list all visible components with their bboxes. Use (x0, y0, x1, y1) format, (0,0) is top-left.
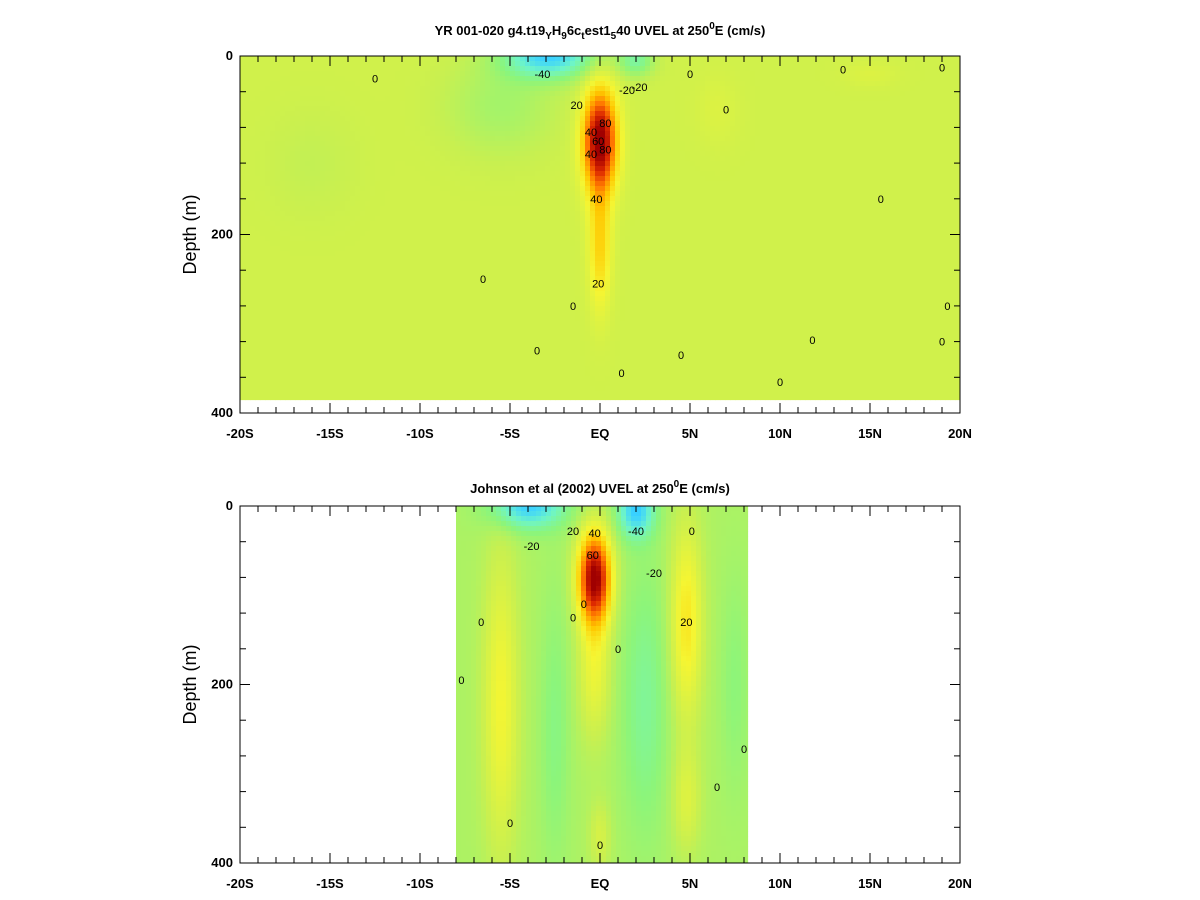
y-tick-label: 400 (211, 855, 233, 870)
contour-label: 0 (939, 63, 945, 75)
contour-label: 0 (939, 337, 945, 349)
contour-label: 60 (592, 136, 604, 148)
contour-label: 0 (615, 644, 621, 656)
x-tick-label: 20N (948, 426, 972, 441)
x-tick-label: 15N (858, 876, 882, 891)
x-tick-label: -5S (500, 426, 521, 441)
x-tick-label: EQ (591, 876, 610, 891)
contour-label: 80 (599, 145, 611, 157)
contour-label: 0 (878, 194, 884, 206)
chart-title: YR 001-020 g4.t19YH96ctest1540 UVEL at 2… (435, 21, 766, 42)
contour-label: 60 (587, 550, 599, 562)
contour-label: 20 (570, 100, 582, 112)
contour-label: 0 (777, 377, 783, 389)
x-tick-label: -5S (500, 876, 521, 891)
contour-label: 40 (585, 127, 597, 139)
contour-label: -40 (534, 69, 550, 81)
contour-label: 0 (723, 105, 729, 117)
contour-label: 80 (599, 118, 611, 130)
contour-label: 0 (570, 301, 576, 313)
contour-label: 40 (588, 528, 600, 540)
contour-label: 0 (597, 840, 603, 852)
contour-label: 0 (689, 526, 695, 538)
contour-label: 0 (840, 64, 846, 76)
y-tick-label: 200 (211, 227, 233, 242)
bottom-panel: Johnson et al (2002) UVEL at 2500E (cm/s… (180, 479, 972, 891)
x-axis: -20S -15S -10S -5S EQ 5N 10N 15N 20N (226, 506, 972, 891)
contour-label: 0 (570, 613, 576, 625)
y-tick-label: 0 (226, 498, 233, 513)
x-tick-label: -10S (406, 876, 434, 891)
y-tick-label: 0 (226, 48, 233, 63)
y-axis-label: Depth (m) (180, 194, 200, 274)
y-tick-label: 200 (211, 677, 233, 692)
contour-label: 0 (581, 599, 587, 611)
contour-label: 0 (372, 73, 378, 85)
chart-title: Johnson et al (2002) UVEL at 2500E (cm/s… (470, 479, 730, 496)
contour-label: 0 (480, 274, 486, 286)
x-tick-label: -15S (316, 426, 344, 441)
contour-label: 0 (534, 346, 540, 358)
x-tick-label: 5N (682, 426, 699, 441)
contour-label: 0 (507, 818, 513, 830)
x-tick-label: EQ (591, 426, 610, 441)
contour-label: 0 (478, 617, 484, 629)
contour-label: 20 (567, 526, 579, 538)
contour-label: 0 (458, 675, 464, 687)
contour-label: -20 (524, 541, 540, 553)
contour-label: 0 (687, 69, 693, 81)
x-tick-label: -10S (406, 426, 434, 441)
x-tick-label: -20S (226, 426, 254, 441)
contour-label: 0 (741, 744, 747, 756)
contour-label: 40 (590, 194, 602, 206)
x-tick-label: 10N (768, 426, 792, 441)
x-tick-label: 5N (682, 876, 699, 891)
y-axis-label: Depth (m) (180, 644, 200, 724)
contour-label: 0 (678, 350, 684, 362)
heatmap-field (240, 56, 961, 401)
contour-label: -40 (628, 526, 644, 538)
x-axis: -20S -15S -10S -5S EQ 5N 10N 15N 20N (226, 56, 972, 441)
contour-label: 0 (809, 335, 815, 347)
x-tick-label: 15N (858, 426, 882, 441)
contour-label: 20 (680, 617, 692, 629)
x-tick-label: 10N (768, 876, 792, 891)
top-panel: YR 001-020 g4.t19YH96ctest1540 UVEL at 2… (180, 21, 972, 441)
x-tick-label: 20N (948, 876, 972, 891)
contour-label: -20 (632, 82, 648, 94)
contour-label: -20 (619, 85, 635, 97)
contour-label: 0 (714, 782, 720, 794)
x-tick-label: -20S (226, 876, 254, 891)
y-tick-label: 400 (211, 405, 233, 420)
contour-label: 20 (592, 279, 604, 291)
contour-label: -20 (646, 568, 662, 580)
contour-label: 40 (585, 149, 597, 161)
x-tick-label: -15S (316, 876, 344, 891)
contour-label: 0 (619, 368, 625, 380)
heatmap-field (456, 506, 749, 864)
contour-label: 0 (944, 301, 950, 313)
